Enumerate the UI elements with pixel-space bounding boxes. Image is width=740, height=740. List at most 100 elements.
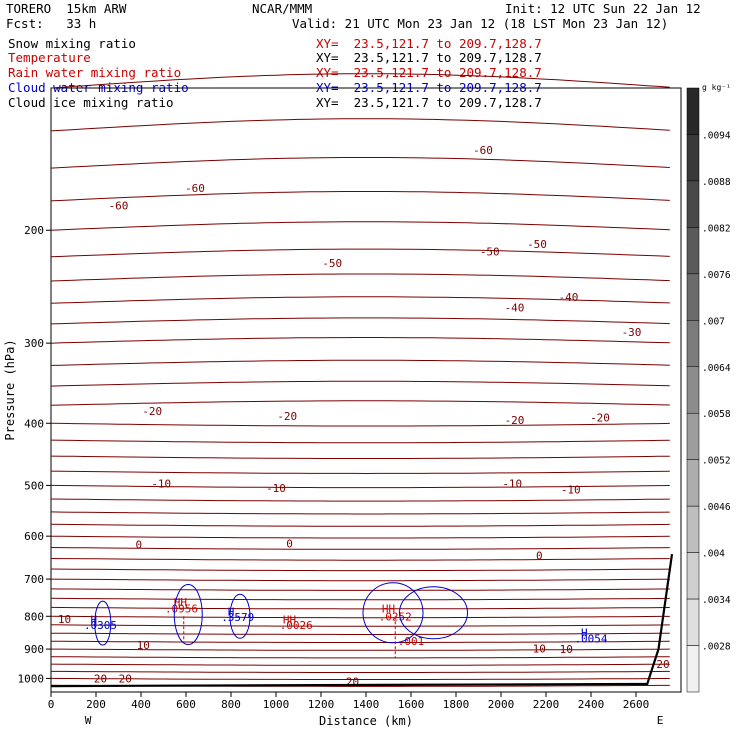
colorbar-swatch bbox=[686, 552, 700, 600]
field-label: H bbox=[581, 627, 588, 640]
y-tick-label: 200 bbox=[24, 224, 44, 237]
isotherm-line bbox=[50, 498, 670, 502]
isotherm-line bbox=[50, 558, 670, 561]
cloud-water-contour bbox=[399, 586, 468, 640]
colorbar-label: .004 bbox=[702, 549, 725, 560]
y-tick-label: 700 bbox=[24, 573, 44, 586]
legend-rain-label: Rain water mixing ratio bbox=[8, 65, 182, 80]
y-tick-label: 500 bbox=[24, 479, 44, 492]
isotherm-label: -40 bbox=[559, 291, 579, 304]
isotherm-line bbox=[50, 568, 670, 572]
isotherm-line bbox=[50, 663, 670, 666]
isotherm-line bbox=[50, 624, 670, 627]
x-tick-label: 1800 bbox=[443, 698, 470, 711]
y-tick-label: 400 bbox=[24, 417, 44, 430]
isotherm-line bbox=[51, 632, 670, 635]
field-label: HH bbox=[382, 603, 395, 616]
isotherm-label: -60 bbox=[185, 182, 205, 195]
isotherm-label: 20 bbox=[656, 658, 669, 671]
isotherm-line bbox=[50, 484, 670, 489]
isotherm-line bbox=[50, 400, 670, 406]
colorbar-label: .0094 bbox=[702, 130, 731, 141]
colorbar-label: .007 bbox=[702, 316, 725, 327]
isotherm-line bbox=[50, 511, 670, 515]
cloud-water-contour bbox=[173, 584, 203, 646]
x-tick-label: 600 bbox=[176, 698, 196, 711]
isotherm-line bbox=[50, 588, 670, 591]
isotherm-line bbox=[50, 157, 670, 169]
isotherm-label: -50 bbox=[527, 238, 547, 251]
field-label: H bbox=[90, 614, 97, 627]
colorbar-swatch bbox=[686, 273, 700, 321]
legend-extra-xy: XY= 23.5,121.7 to 209.7,128.7 bbox=[316, 36, 542, 51]
colorbar-label: .0028 bbox=[702, 642, 731, 653]
isotherm-line bbox=[50, 422, 670, 427]
isotherm-label: -60 bbox=[473, 144, 493, 157]
x-tick-label: 0 bbox=[48, 698, 55, 711]
colorbar-swatch bbox=[686, 320, 700, 368]
y-axis-label: Pressure (hPa) bbox=[3, 339, 17, 440]
colorbar-label: .0046 bbox=[702, 502, 731, 513]
x-tick-label: 1200 bbox=[308, 698, 335, 711]
colorbar-label: .0064 bbox=[702, 363, 731, 374]
x-end-label-left: W bbox=[85, 714, 92, 727]
colorbar-swatch bbox=[686, 459, 700, 507]
colorbar-label: .0052 bbox=[702, 456, 731, 467]
colorbar-unit: g kg⁻¹ bbox=[702, 83, 731, 92]
isotherm-label: -20 bbox=[277, 410, 297, 423]
isotherm-label: -10 bbox=[266, 482, 286, 495]
field-label: .0026 bbox=[280, 619, 313, 632]
cloud-water-contour bbox=[229, 593, 251, 639]
field-label: HH bbox=[174, 596, 187, 609]
isotherm-label: 10 bbox=[533, 642, 546, 655]
colorbar-swatch bbox=[686, 412, 700, 460]
colorbar-label: .0034 bbox=[702, 595, 731, 606]
cloud-water-contour bbox=[94, 600, 112, 646]
x-tick-label: 2600 bbox=[623, 698, 650, 711]
field-label: .0054 bbox=[574, 632, 607, 645]
colorbar-label: .0076 bbox=[702, 270, 731, 281]
isotherm-line bbox=[50, 535, 670, 539]
isotherm-line bbox=[50, 606, 670, 610]
y-tick-label: 300 bbox=[24, 337, 44, 350]
isotherm-line bbox=[50, 317, 670, 325]
isotherm-line bbox=[50, 73, 670, 89]
legend-temperature-xy: XY= 23.5,121.7 to 209.7,128.7 bbox=[316, 50, 542, 65]
isotherm-line bbox=[50, 677, 670, 680]
isotherm-line bbox=[51, 648, 670, 651]
colorbar-swatch bbox=[686, 645, 700, 693]
plot-frame bbox=[50, 87, 682, 693]
isotherm-label: 20 bbox=[346, 676, 359, 689]
isotherm-line bbox=[50, 337, 670, 344]
isotherm-label: -50 bbox=[480, 246, 500, 259]
y-tick-label: 1000 bbox=[18, 672, 45, 685]
isotherm-label: -30 bbox=[622, 326, 642, 339]
isotherm-line bbox=[50, 118, 670, 132]
x-axis-label: Distance (km) bbox=[319, 714, 413, 728]
x-tick-label: 200 bbox=[86, 698, 106, 711]
x-tick-label: 2000 bbox=[488, 698, 515, 711]
field-label: .0305 bbox=[84, 619, 117, 632]
isotherm-label: 10 bbox=[560, 643, 573, 656]
isotherm-label: -10 bbox=[151, 478, 171, 491]
y-tick-label: 600 bbox=[24, 530, 44, 543]
colorbar-swatch bbox=[686, 227, 700, 275]
isotherm-label: 0 bbox=[135, 538, 142, 551]
isotherm-line bbox=[50, 248, 670, 258]
isotherm-line bbox=[50, 221, 670, 231]
x-end-label-right: E bbox=[657, 714, 664, 727]
x-tick-label: 1000 bbox=[263, 698, 290, 711]
isotherm-label: -20 bbox=[505, 414, 525, 427]
field-label: .001 bbox=[398, 635, 425, 648]
colorbar-swatch bbox=[686, 505, 700, 553]
isotherm-line bbox=[50, 640, 670, 643]
init-time: Init: 12 UTC Sun 22 Jan 12 bbox=[505, 1, 701, 16]
isotherm-line bbox=[50, 359, 670, 366]
x-tick-label: 1600 bbox=[398, 698, 425, 711]
isotherm-line bbox=[50, 523, 670, 527]
isotherm-line bbox=[50, 439, 670, 444]
field-label: H bbox=[228, 605, 235, 618]
valid-time: Valid: 21 UTC Mon 23 Jan 12 (18 LST Mon … bbox=[292, 16, 669, 31]
cloud-water-contour bbox=[362, 582, 424, 644]
isotherm-label: 10 bbox=[137, 639, 150, 652]
